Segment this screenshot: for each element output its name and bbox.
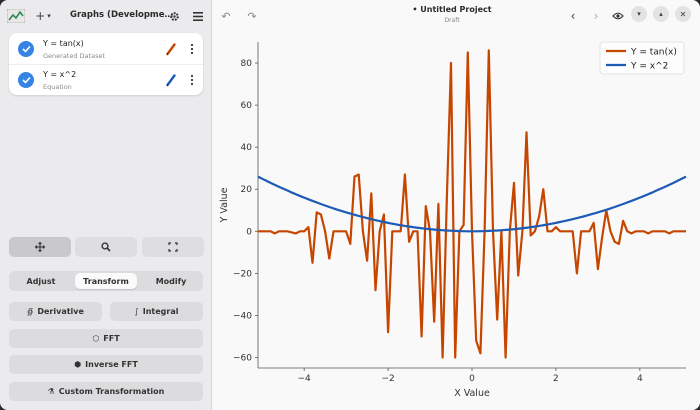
app-logo-icon <box>7 9 25 23</box>
derivative-label: Derivative <box>37 307 84 316</box>
chevron-up-icon: ▴ <box>659 10 663 18</box>
custom-transformation-button[interactable]: ⚗ Custom Transformation <box>9 382 203 401</box>
main-area: ↶ ↷ • Untitled Project Draft ‹ › ▾ ▴ ✕ −… <box>212 0 700 410</box>
gear-icon <box>169 11 179 21</box>
series-line-x-squared <box>257 175 687 233</box>
search-icon <box>101 242 111 252</box>
maximize-button[interactable]: ▴ <box>653 6 669 22</box>
item-subtitle: Equation <box>43 83 72 91</box>
back-button[interactable]: ‹ <box>563 6 583 26</box>
tab-transform[interactable]: Transform <box>75 273 137 289</box>
pan-tool-button[interactable] <box>9 237 71 257</box>
y-tick-label: −20 <box>233 269 252 279</box>
close-button[interactable]: ✕ <box>675 6 691 22</box>
y-tick-label: 80 <box>241 59 253 69</box>
chevron-down-icon: ▾ <box>47 12 51 20</box>
more-options-icon[interactable] <box>187 72 197 88</box>
integral-button[interactable]: ∫ Integral <box>110 302 203 321</box>
redo-button[interactable]: ↷ <box>242 6 262 26</box>
forward-button[interactable]: › <box>586 6 606 26</box>
window-title: • Untitled Project <box>412 5 492 14</box>
x-tick-label: 2 <box>553 374 559 384</box>
integral-icon: ∫ <box>134 307 139 316</box>
custom-transform-icon: ⚗ <box>47 387 55 396</box>
eye-icon <box>612 12 624 20</box>
tab-bar: Adjust Transform Modify <box>9 271 203 291</box>
sidebar-header: + ▾ Graphs (Developme… <box>0 0 212 32</box>
y-tick-label: 60 <box>241 101 253 111</box>
zoom-tool-button[interactable] <box>75 237 137 257</box>
y-tick-label: −40 <box>233 311 252 321</box>
series-line-tan <box>258 49 686 359</box>
y-tick-label: −60 <box>233 353 252 363</box>
settings-button[interactable] <box>164 6 184 26</box>
undo-icon: ↶ <box>221 9 231 23</box>
custom-transformation-label: Custom Transformation <box>58 387 165 396</box>
legend-label: Y = tan(x) <box>630 48 677 58</box>
x-tick-label: −2 <box>381 374 394 384</box>
tab-modify[interactable]: Modify <box>155 276 187 286</box>
checkmark-icon <box>21 45 31 53</box>
y-tick-label: 40 <box>241 143 253 153</box>
inverse-fft-label: Inverse FFT <box>85 360 138 369</box>
item-list-card: Y = tan(x) Generated Dataset Y = x^2 Equ… <box>9 33 203 95</box>
inverse-fft-icon: ⬢ <box>74 360 82 369</box>
selection-icon <box>168 242 178 252</box>
y-tick-label: 20 <box>241 185 253 195</box>
fft-button[interactable]: ⬡ FFT <box>9 329 203 348</box>
item-subtitle: Generated Dataset <box>43 52 106 60</box>
minimize-button[interactable]: ▾ <box>631 6 647 22</box>
fft-label: FFT <box>103 334 120 343</box>
derivative-button[interactable]: ∯ Derivative <box>9 302 102 321</box>
x-tick-label: 0 <box>469 374 475 384</box>
fft-icon: ⬡ <box>92 334 100 343</box>
integral-label: Integral <box>142 307 179 316</box>
derivative-icon: ∯ <box>27 307 34 316</box>
tab-adjust[interactable]: Adjust <box>26 276 56 286</box>
add-data-button[interactable]: + ▾ <box>32 6 54 26</box>
select-tool-button[interactable] <box>142 237 204 257</box>
item-title: Y = x^2 <box>43 70 77 79</box>
move-arrows-icon <box>35 242 45 252</box>
y-tick-label: 0 <box>246 227 252 237</box>
list-item-tan[interactable]: Y = tan(x) Generated Dataset <box>9 34 203 64</box>
more-options-icon[interactable] <box>187 41 197 57</box>
item-checkbox[interactable] <box>18 72 34 88</box>
sidebar-title: Graphs (Developme… <box>70 10 174 20</box>
plus-icon: + <box>35 9 46 23</box>
close-icon: ✕ <box>679 9 687 19</box>
list-item-x2[interactable]: Y = x^2 Equation <box>9 65 203 95</box>
x-tick-label: 4 <box>637 374 643 384</box>
view-button[interactable] <box>608 6 628 26</box>
checkmark-icon <box>21 76 31 84</box>
color-pencil-icon[interactable] <box>165 42 177 56</box>
chevron-down-icon: ▾ <box>637 10 641 18</box>
color-pencil-icon[interactable] <box>165 73 177 87</box>
legend-label: Y = x^2 <box>630 62 668 72</box>
chevron-left-icon: ‹ <box>570 9 576 23</box>
x-tick-label: −4 <box>298 374 312 384</box>
item-title: Y = tan(x) <box>43 39 84 48</box>
y-axis-label: Y Value <box>219 187 230 223</box>
chevron-right-icon: › <box>593 9 599 23</box>
undo-button[interactable]: ↶ <box>216 6 236 26</box>
window-subtitle: Draft <box>444 17 460 24</box>
main-menu-button[interactable] <box>188 6 208 26</box>
inverse-fft-button[interactable]: ⬢ Inverse FFT <box>9 355 203 374</box>
item-checkbox[interactable] <box>18 41 34 57</box>
sidebar: + ▾ Graphs (Developme… Y = tan(x) Genera… <box>0 0 212 410</box>
list-divider <box>9 64 203 65</box>
x-axis-label: X Value <box>454 388 490 399</box>
hamburger-menu-icon <box>193 11 203 21</box>
redo-icon: ↷ <box>247 9 257 23</box>
